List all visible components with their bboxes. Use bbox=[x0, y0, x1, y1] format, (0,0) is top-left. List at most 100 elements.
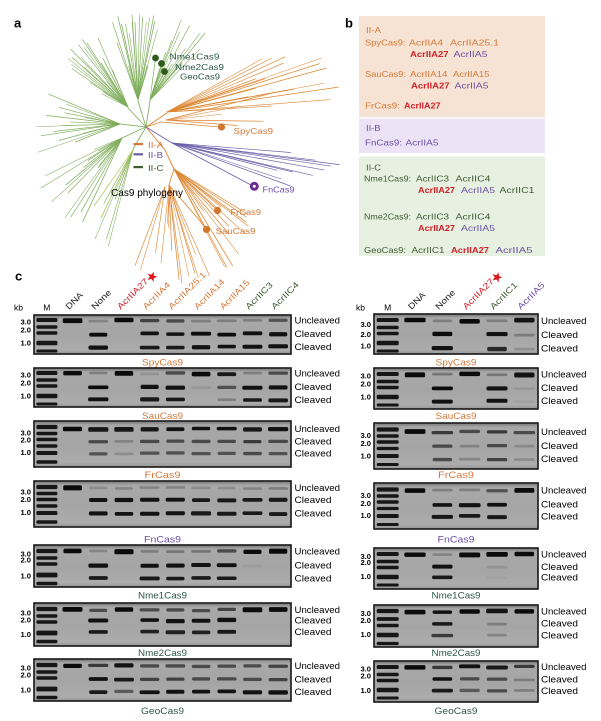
svg-text:Cleaved: Cleaved bbox=[541, 396, 578, 406]
svg-text:Cleaved: Cleaved bbox=[541, 500, 578, 510]
svg-text:AcrIIC3: AcrIIC3 bbox=[416, 212, 449, 222]
svg-text:1.0: 1.0 bbox=[360, 630, 371, 639]
svg-text:Cleaved: Cleaved bbox=[295, 342, 332, 352]
svg-text:FrCas9:: FrCas9: bbox=[365, 101, 400, 111]
svg-text:Nme1Cas9:: Nme1Cas9: bbox=[364, 174, 411, 184]
svg-text:1.0: 1.0 bbox=[360, 511, 371, 520]
svg-text:Cleaved: Cleaved bbox=[541, 573, 578, 583]
svg-text:AcrIIA14: AcrIIA14 bbox=[410, 69, 448, 79]
svg-text:1.0: 1.0 bbox=[20, 338, 31, 347]
svg-text:Cleaved: Cleaved bbox=[295, 687, 332, 697]
svg-text:SpyCas9: SpyCas9 bbox=[436, 358, 477, 368]
svg-text:2.0: 2.0 bbox=[20, 615, 31, 624]
svg-text:b: b bbox=[345, 16, 353, 31]
svg-text:Cleaved: Cleaved bbox=[295, 382, 332, 392]
svg-text:Uncleaved: Uncleaved bbox=[541, 662, 587, 672]
svg-text:Cleaved: Cleaved bbox=[541, 512, 578, 522]
svg-text:FnCas9:: FnCas9: bbox=[365, 138, 402, 148]
svg-text:1.0: 1.0 bbox=[360, 392, 371, 401]
svg-text:3.0: 3.0 bbox=[20, 370, 31, 379]
svg-text:Uncleaved: Uncleaved bbox=[295, 605, 341, 615]
svg-text:SpyCas9:: SpyCas9: bbox=[365, 38, 406, 48]
svg-text:1.0: 1.0 bbox=[360, 572, 371, 581]
svg-text:2.0: 2.0 bbox=[20, 325, 31, 334]
svg-text:Cleaved: Cleaved bbox=[295, 395, 332, 405]
svg-text:AcrIIA5: AcrIIA5 bbox=[496, 245, 533, 255]
svg-text:AcrIIA5: AcrIIA5 bbox=[461, 185, 495, 195]
svg-text:AcrIIA5: AcrIIA5 bbox=[461, 223, 495, 233]
svg-text:Cleaved: Cleaved bbox=[295, 675, 332, 685]
svg-text:Cleaved: Cleaved bbox=[295, 574, 332, 584]
svg-text:GeoCas9: GeoCas9 bbox=[435, 706, 478, 716]
svg-text:SauCas9: SauCas9 bbox=[216, 226, 256, 236]
svg-text:SpyCas9: SpyCas9 bbox=[142, 358, 183, 368]
svg-text:3.0: 3.0 bbox=[20, 317, 31, 326]
svg-text:AcrIIA5: AcrIIA5 bbox=[455, 81, 489, 91]
svg-text:Uncleaved: Uncleaved bbox=[295, 316, 341, 326]
svg-text:3.0: 3.0 bbox=[360, 609, 371, 618]
svg-text:GeoCas9: GeoCas9 bbox=[180, 71, 220, 81]
svg-text:Cleaved: Cleaved bbox=[295, 495, 332, 505]
svg-text:Cleaved: Cleaved bbox=[295, 616, 332, 626]
svg-text:AcrIIA27: AcrIIA27 bbox=[418, 185, 455, 195]
svg-text:GeoCas9:: GeoCas9: bbox=[364, 245, 406, 255]
svg-text:SpyCas9: SpyCas9 bbox=[234, 126, 274, 136]
svg-text:Nme2Cas9: Nme2Cas9 bbox=[432, 648, 481, 658]
svg-text:FnCas9: FnCas9 bbox=[144, 535, 181, 545]
svg-text:Cleaved: Cleaved bbox=[295, 329, 332, 339]
svg-text:Cleaved: Cleaved bbox=[541, 330, 578, 340]
svg-text:FrCas9: FrCas9 bbox=[231, 207, 262, 217]
svg-text:kb: kb bbox=[14, 303, 23, 313]
svg-text:1.0: 1.0 bbox=[20, 572, 31, 581]
svg-text:2.0: 2.0 bbox=[360, 558, 371, 567]
svg-text:Cleaved: Cleaved bbox=[295, 449, 332, 459]
svg-text:1.0: 1.0 bbox=[20, 686, 31, 695]
svg-text:2.0: 2.0 bbox=[360, 439, 371, 448]
svg-text:Uncleaved: Uncleaved bbox=[541, 550, 587, 560]
svg-text:Cleaved: Cleaved bbox=[295, 509, 332, 519]
svg-text:AcrIIC4: AcrIIC4 bbox=[456, 212, 491, 222]
svg-text:AcrIIA27: AcrIIA27 bbox=[411, 81, 450, 91]
svg-text:FnCas9: FnCas9 bbox=[263, 185, 295, 195]
svg-text:AcrIIA5: AcrIIA5 bbox=[406, 138, 439, 148]
svg-text:Nme2Cas9:: Nme2Cas9: bbox=[364, 212, 411, 222]
svg-text:Cleaved: Cleaved bbox=[541, 562, 578, 572]
svg-text:2.0: 2.0 bbox=[20, 671, 31, 680]
svg-text:Uncleaved: Uncleaved bbox=[541, 370, 587, 380]
svg-text:II-A: II-A bbox=[366, 25, 381, 35]
svg-text:3.0: 3.0 bbox=[360, 371, 371, 380]
svg-text:FnCas9: FnCas9 bbox=[438, 535, 475, 545]
svg-text:Uncleaved: Uncleaved bbox=[295, 369, 341, 379]
svg-text:II-A: II-A bbox=[148, 140, 164, 150]
svg-text:3.0: 3.0 bbox=[20, 487, 31, 496]
svg-text:2.0: 2.0 bbox=[20, 435, 31, 444]
svg-text:AcrIIC4: AcrIIC4 bbox=[456, 174, 491, 184]
svg-text:1.0: 1.0 bbox=[360, 342, 371, 351]
svg-text:3.0: 3.0 bbox=[360, 491, 371, 500]
svg-text:1.0: 1.0 bbox=[20, 508, 31, 517]
svg-text:AcrIIA4: AcrIIA4 bbox=[409, 38, 443, 48]
svg-text:3.0: 3.0 bbox=[20, 549, 31, 558]
svg-text:Nme1Cas9: Nme1Cas9 bbox=[138, 591, 187, 601]
svg-text:3.0: 3.0 bbox=[20, 428, 31, 437]
svg-text:a: a bbox=[14, 16, 22, 31]
svg-text:Cleaved: Cleaved bbox=[541, 454, 578, 464]
svg-text:Uncleaved: Uncleaved bbox=[541, 607, 587, 617]
svg-text:3.0: 3.0 bbox=[360, 320, 371, 329]
svg-text:Uncleaved: Uncleaved bbox=[541, 316, 587, 326]
svg-text:2.0: 2.0 bbox=[360, 379, 371, 388]
svg-text:FrCas9: FrCas9 bbox=[438, 470, 474, 480]
svg-text:Cleaved: Cleaved bbox=[541, 344, 578, 354]
svg-text:SauCas9: SauCas9 bbox=[142, 411, 183, 421]
svg-text:II-B: II-B bbox=[148, 150, 163, 160]
svg-text:Nme1Cas9: Nme1Cas9 bbox=[432, 591, 481, 601]
svg-text:Cleaved: Cleaved bbox=[541, 441, 578, 451]
svg-text:Nme1Cas9: Nme1Cas9 bbox=[170, 52, 220, 62]
svg-text:Cleaved: Cleaved bbox=[295, 627, 332, 637]
svg-text:1.0: 1.0 bbox=[360, 686, 371, 695]
svg-text:3.0: 3.0 bbox=[20, 608, 31, 617]
svg-text:2.0: 2.0 bbox=[360, 499, 371, 508]
svg-text:2.0: 2.0 bbox=[20, 495, 31, 504]
svg-text:1.0: 1.0 bbox=[20, 391, 31, 400]
svg-text:AcrIIA27: AcrIIA27 bbox=[418, 223, 455, 233]
